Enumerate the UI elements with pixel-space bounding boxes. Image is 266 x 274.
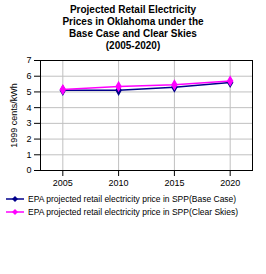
- svg-text:1: 1: [26, 150, 31, 160]
- svg-text:2010: 2010: [109, 178, 129, 188]
- svg-text:1999 cents/kWh: 1999 cents/kWh: [9, 83, 19, 148]
- svg-text:4: 4: [26, 103, 31, 113]
- svg-text:7: 7: [26, 55, 31, 65]
- html-text:EPA projected retail electrici: EPA projected retail electricity price i…: [28, 207, 239, 217]
- svg-text:6: 6: [26, 71, 31, 81]
- svg-text:2015: 2015: [164, 178, 184, 188]
- html-text:Projected Retail Electricity P: Projected Retail Electricity Prices in O…: [62, 4, 204, 51]
- svg-text:3: 3: [26, 118, 31, 128]
- svg-text:2: 2: [26, 134, 31, 144]
- svg-text:2005: 2005: [53, 178, 73, 188]
- svg-text:2020: 2020: [220, 178, 240, 188]
- html-text:EPA projected retail electrici: EPA projected retail electricity price i…: [28, 194, 237, 204]
- svg-text:0: 0: [26, 165, 31, 175]
- svg-text:5: 5: [26, 87, 31, 97]
